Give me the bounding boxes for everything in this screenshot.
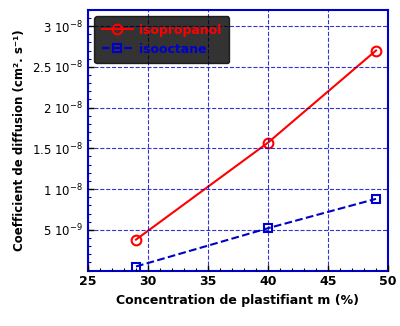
Line: isopropanol: isopropanol bbox=[131, 46, 381, 244]
X-axis label: Concentration de plastifiant m (%): Concentration de plastifiant m (%) bbox=[116, 294, 360, 307]
isooctane bbox=[374, 197, 378, 201]
Legend: isopropanol, isooctane: isopropanol, isooctane bbox=[94, 16, 229, 63]
Y-axis label: Coefficient de diffusion (cm². s⁻¹): Coefficient de diffusion (cm². s⁻¹) bbox=[14, 29, 26, 251]
Line: isooctane: isooctane bbox=[132, 195, 380, 271]
isooctane bbox=[134, 264, 138, 268]
isopropanol bbox=[374, 49, 378, 52]
isooctane bbox=[266, 226, 270, 230]
isopropanol bbox=[266, 141, 270, 145]
isopropanol bbox=[134, 238, 138, 242]
